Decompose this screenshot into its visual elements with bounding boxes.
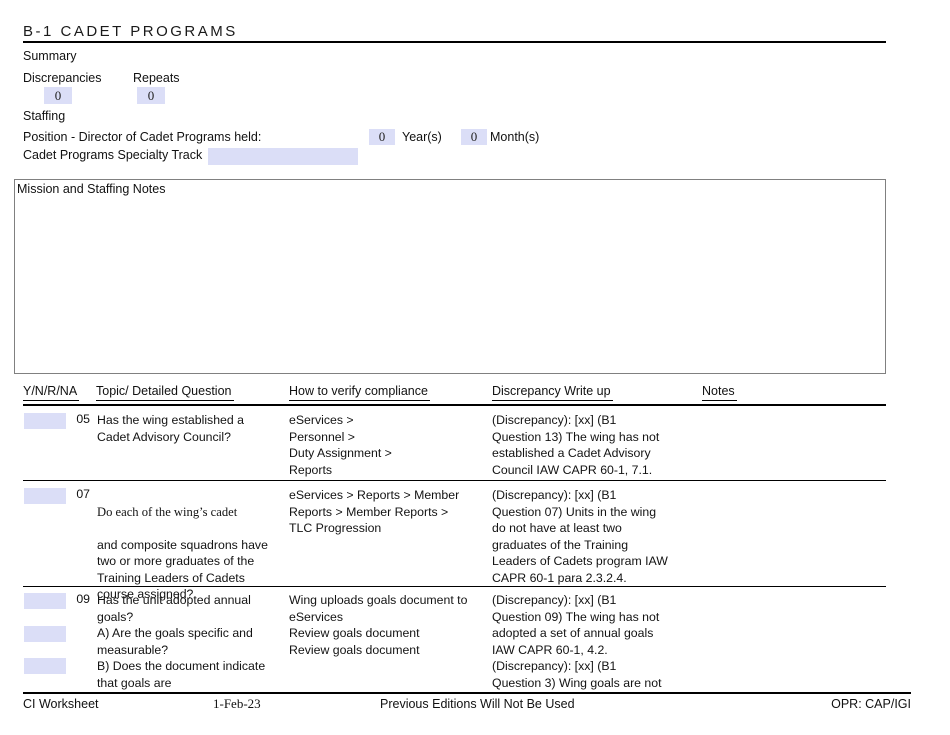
question-number: 05	[76, 412, 90, 426]
answer-field-q09-b[interactable]	[24, 658, 66, 674]
mission-staffing-notes-label: Mission and Staffing Notes	[17, 182, 166, 196]
question-text: Do each of the wing’s cadet and composit…	[97, 487, 292, 619]
col-header-notes: Notes	[702, 384, 737, 401]
footer-date: 1-Feb-23	[213, 696, 261, 711]
footer-editions-note: Previous Editions Will Not Be Used	[380, 697, 575, 711]
discrepancies-label: Discrepancies	[23, 71, 102, 85]
years-field[interactable]: 0	[369, 129, 395, 145]
verify-text: Wing uploads goals document to eServices…	[289, 593, 468, 657]
row-separator	[23, 586, 886, 587]
footer-rule	[23, 692, 911, 694]
answer-field-q09-main[interactable]	[24, 593, 66, 609]
answer-field-q05[interactable]	[24, 413, 66, 429]
repeats-count-field[interactable]: 0	[137, 87, 165, 104]
discrepancy-text: (Discrepancy): [xx] (B1 Question 13) The…	[492, 413, 660, 477]
position-held-label: Position - Director of Cadet Programs he…	[23, 130, 262, 144]
discrepancy-text: (Discrepancy): [xx] (B1 Question 07) Uni…	[492, 488, 668, 585]
months-field[interactable]: 0	[461, 129, 487, 145]
years-label: Year(s)	[402, 130, 442, 144]
col-header-discrepancy: Discrepancy Write up	[492, 384, 613, 401]
table-header-rule	[23, 404, 886, 406]
answer-field-q07[interactable]	[24, 488, 66, 504]
specialty-track-field[interactable]	[208, 148, 358, 165]
question-text: Has the unit adopted annual goals? A) Ar…	[97, 593, 266, 690]
footer-opr: OPR: CAP/IGI	[831, 697, 911, 711]
title-rule	[23, 41, 886, 43]
mission-staffing-notes-textarea[interactable]: Mission and Staffing Notes	[14, 179, 886, 374]
question-text-serif-line: Do each of the wing’s cadet	[97, 504, 238, 519]
page-title: B-1 CADET PROGRAMS	[23, 23, 238, 40]
months-label: Month(s)	[490, 130, 540, 144]
discrepancy-text: (Discrepancy): [xx] (B1 Question 09) The…	[492, 593, 662, 690]
discrepancies-count-field[interactable]: 0	[44, 87, 72, 104]
summary-heading: Summary	[23, 49, 77, 63]
answer-field-q09-a[interactable]	[24, 626, 66, 642]
repeats-label: Repeats	[133, 71, 180, 85]
col-header-topic: Topic/ Detailed Question	[96, 384, 234, 401]
question-text: Has the wing established a Cadet Advisor…	[97, 413, 244, 444]
row-separator	[23, 480, 886, 481]
col-header-verify: How to verify compliance	[289, 384, 430, 401]
question-number: 07	[76, 487, 90, 501]
footer-doc-name: CI Worksheet	[23, 697, 99, 711]
question-text-rest: and composite squadrons have two or more…	[97, 537, 268, 602]
col-header-answer: Y/N/R/NA	[23, 384, 80, 401]
verify-text: eServices > Reports > Member Reports > M…	[289, 488, 460, 535]
staffing-heading: Staffing	[23, 109, 66, 123]
question-number: 09	[76, 592, 90, 606]
verify-text: eServices > Personnel > Duty Assignment …	[289, 413, 392, 477]
specialty-track-label: Cadet Programs Specialty Track	[23, 148, 203, 162]
